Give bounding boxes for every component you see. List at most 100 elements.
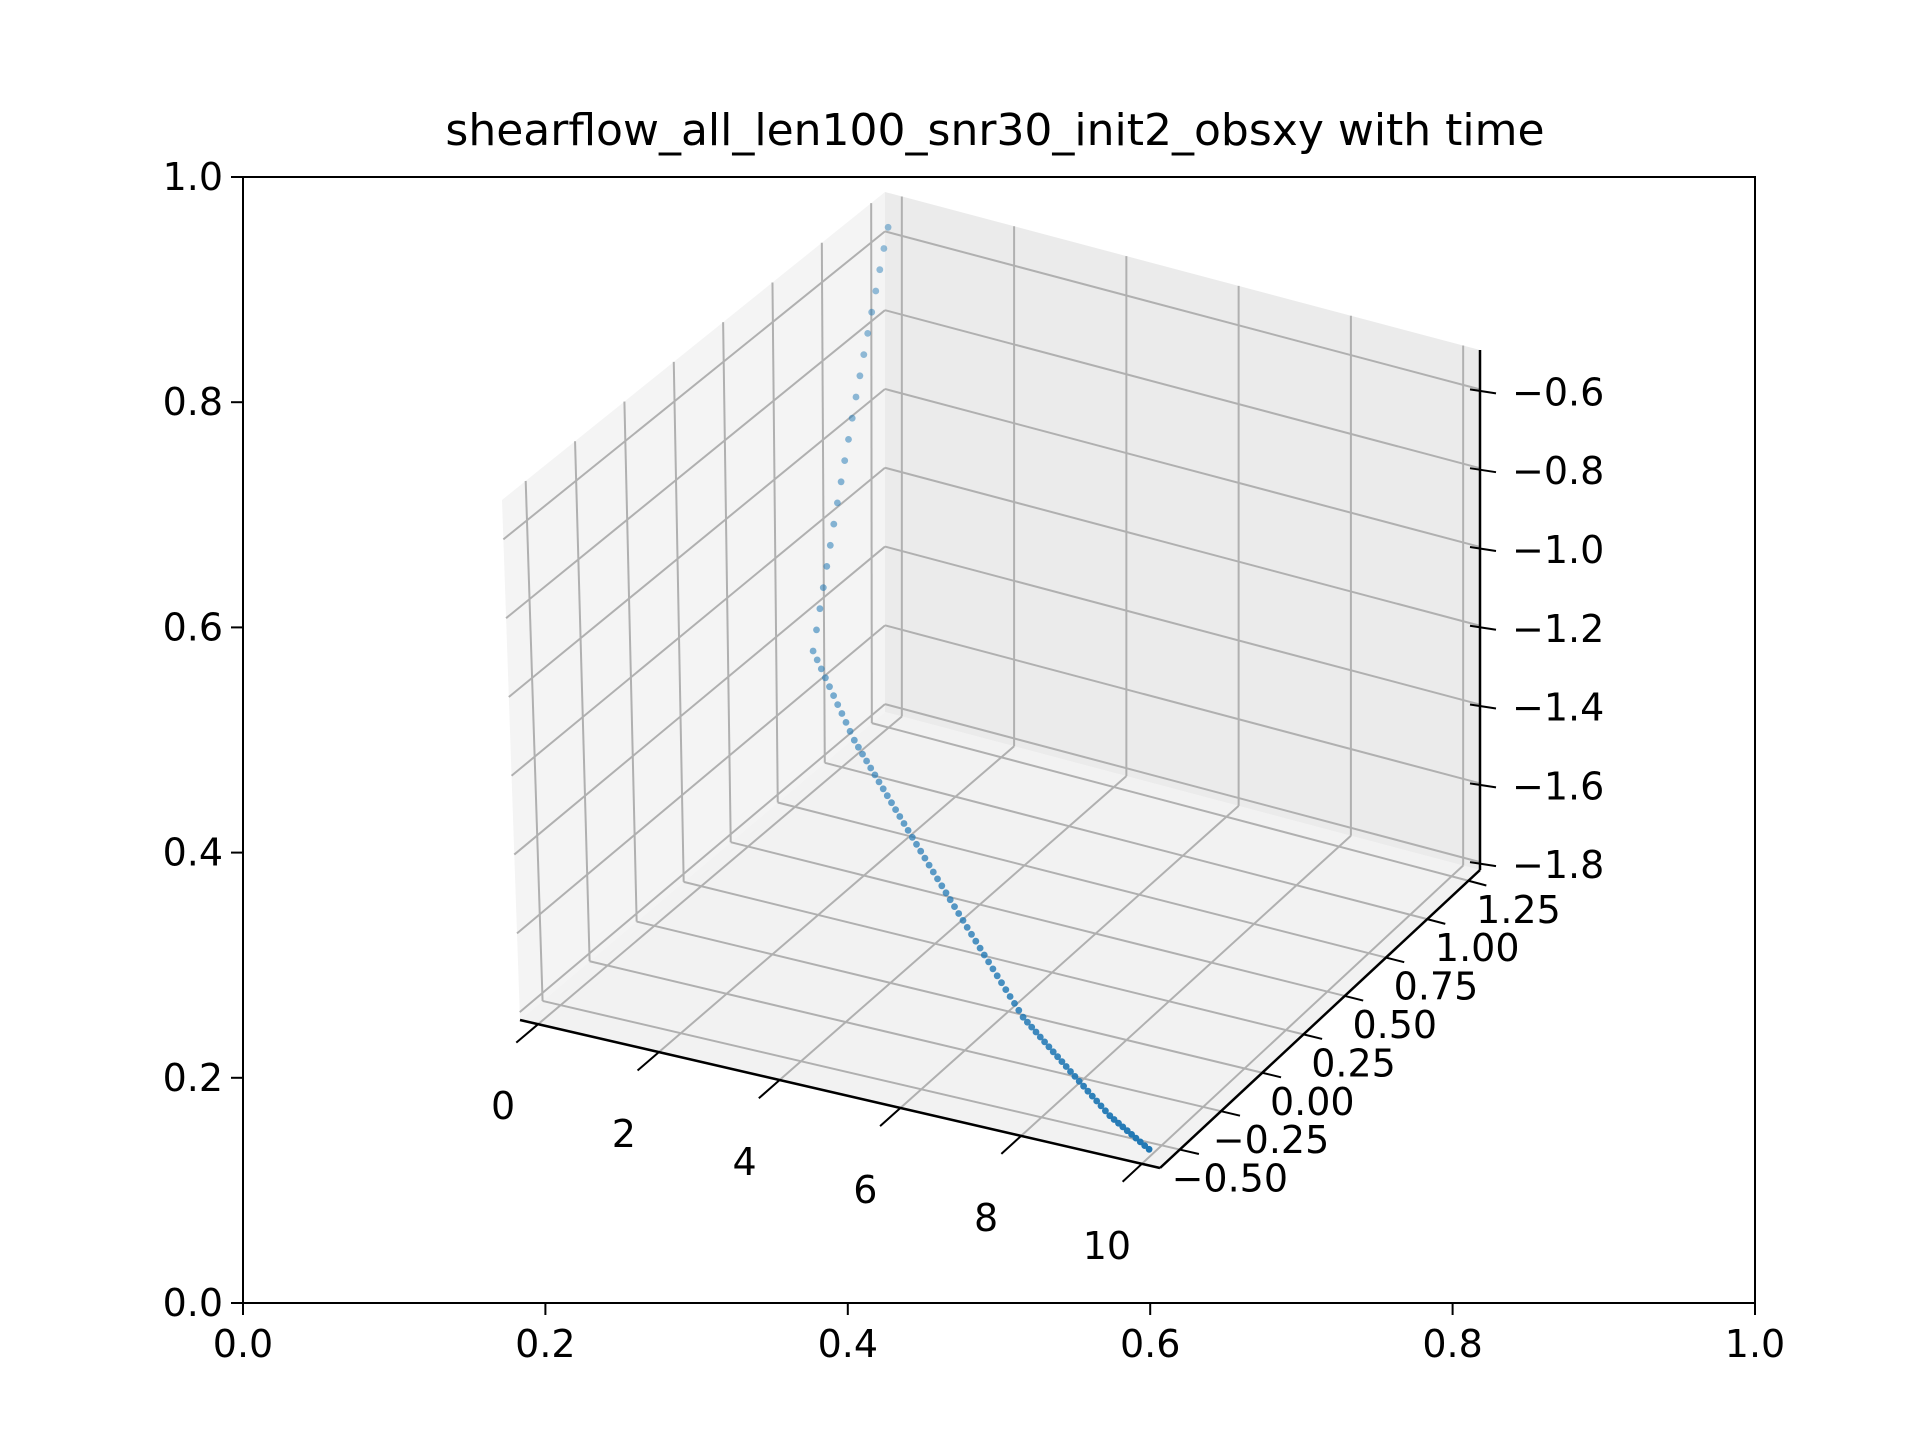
chart-title: shearflow_all_len100_snr30_init2_obsxy w… — [445, 105, 1544, 156]
data-point — [863, 757, 870, 765]
data-point — [1071, 1073, 1079, 1080]
data-point — [1041, 1038, 1048, 1046]
data-point — [1062, 1063, 1070, 1070]
y-tick-label: 1.25 — [1476, 888, 1561, 932]
data-point — [842, 719, 850, 726]
data-point — [951, 903, 958, 910]
data-point — [1102, 1107, 1109, 1115]
pane-back — [885, 192, 1480, 870]
pane-left — [502, 192, 885, 1020]
data-point — [883, 792, 891, 800]
data-point — [1032, 1028, 1040, 1036]
data-point — [872, 287, 880, 295]
y-tick — [1468, 879, 1487, 887]
data-point — [830, 520, 838, 528]
data-point — [934, 875, 941, 883]
data-point — [968, 930, 975, 938]
x-tick-label: 10 — [1083, 1224, 1131, 1268]
data-point — [876, 266, 884, 274]
x-axis-line — [519, 1018, 1161, 1170]
data-point — [993, 972, 1001, 980]
data-point — [1080, 1082, 1087, 1090]
data-point — [963, 924, 971, 931]
outer-y-tick-label: 0.2 — [163, 1056, 223, 1100]
data-point — [816, 605, 824, 613]
data-point — [1015, 1006, 1023, 1014]
outer-axes-frame — [242, 176, 1756, 1304]
axis3d-axes: 0 2 4 6 8 10 −0.50−0.250.000.250.500.751.001.2… — [491, 350, 1604, 1268]
outer-x-tick-label: 1.0 — [1725, 1322, 1785, 1366]
grid-back-z — [884, 309, 1481, 470]
data-point — [976, 944, 984, 952]
x-tick-label: 8 — [974, 1196, 998, 1240]
y-tick — [1385, 956, 1405, 964]
y-tick-label: 0.50 — [1352, 1003, 1437, 1047]
data-point — [864, 330, 872, 337]
data-point — [822, 674, 829, 682]
outer-x-tick-label: 0.8 — [1422, 1322, 1482, 1366]
data-point — [879, 785, 887, 793]
data-point — [837, 478, 845, 486]
data-point — [1024, 1018, 1031, 1026]
grid-back-z — [884, 545, 1481, 706]
data-point — [1093, 1097, 1101, 1105]
y-tick — [1344, 994, 1364, 1002]
outer-axes: 0.0 0.2 0.4 0.6 0.8 1.0 0.0 0.2 0.4 0.6 0.8 1.0 — [163, 155, 1786, 1366]
z-tick-label: −0.6 — [1512, 370, 1604, 414]
data-point — [846, 727, 854, 735]
y-tick — [1426, 918, 1446, 925]
grid-floor-y — [777, 801, 1387, 959]
data-point — [913, 840, 920, 848]
z-tick-label: −1.8 — [1512, 843, 1604, 887]
z-tick — [1469, 861, 1497, 868]
z-tick — [1469, 703, 1497, 710]
data-point — [1006, 993, 1014, 1000]
data-point — [985, 958, 992, 966]
x-tick — [758, 1079, 781, 1100]
data-point — [875, 778, 883, 786]
grid-floor-y — [824, 761, 1428, 921]
pane-floor — [520, 712, 1480, 1168]
x-tick — [1000, 1135, 1022, 1155]
data-point — [826, 541, 834, 549]
y-tick — [1179, 1148, 1200, 1155]
z-tick-label: −1.0 — [1512, 528, 1604, 572]
data-point — [834, 499, 841, 507]
z-tick-label: −1.6 — [1512, 764, 1604, 808]
y-tick — [1303, 1033, 1323, 1040]
data-point — [813, 656, 821, 664]
data-point — [1019, 1013, 1027, 1021]
z-tick — [1469, 467, 1497, 474]
data-point — [938, 882, 946, 890]
data-point — [1058, 1058, 1066, 1065]
data-point — [868, 308, 876, 316]
data-point — [848, 414, 856, 422]
outer-x-tick-label: 0.6 — [1120, 1322, 1180, 1366]
outer-y-tick-label: 1.0 — [163, 155, 223, 199]
outer-x-tick-label: 0.0 — [213, 1322, 273, 1366]
data-point — [1036, 1033, 1044, 1041]
data-point — [1067, 1068, 1074, 1075]
grid-floor-y — [636, 920, 1263, 1074]
z-tick — [1469, 388, 1497, 395]
data-point — [998, 979, 1005, 987]
x-tick — [1121, 1163, 1143, 1183]
data-point — [888, 799, 895, 807]
z-tick — [1469, 624, 1497, 631]
data-point — [917, 847, 925, 855]
data-point — [989, 965, 997, 973]
data-point — [1119, 1123, 1127, 1131]
data-point — [823, 563, 831, 570]
data-point — [809, 647, 817, 655]
outer-y-tick-label: 0.0 — [163, 1281, 223, 1325]
data-point — [830, 692, 837, 699]
data-point — [867, 764, 875, 772]
x-tick — [636, 1051, 660, 1072]
y-tick-label: −0.50 — [1172, 1157, 1288, 1201]
grid-floor-y — [542, 999, 1181, 1151]
x-tick-label: 4 — [733, 1140, 757, 1184]
data-point — [1088, 1092, 1096, 1100]
data-point — [884, 223, 892, 231]
grid-floor-y — [589, 960, 1222, 1113]
y-tick — [1220, 1110, 1241, 1117]
